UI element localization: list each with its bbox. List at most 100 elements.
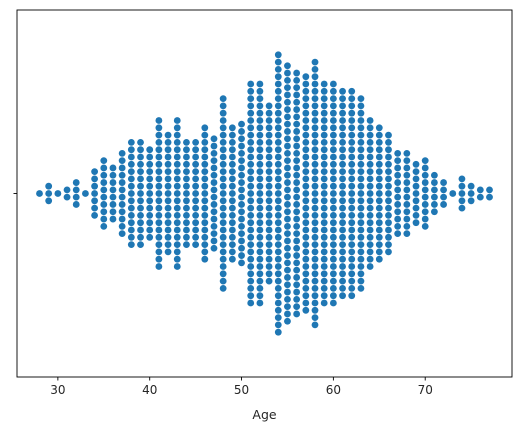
data-point xyxy=(385,139,392,146)
data-point xyxy=(256,233,264,241)
data-point xyxy=(100,179,108,186)
data-point xyxy=(339,263,346,270)
data-point xyxy=(320,277,328,285)
data-point xyxy=(440,201,447,208)
data-point xyxy=(228,146,236,154)
data-point xyxy=(274,190,282,197)
data-point xyxy=(201,175,209,183)
data-point xyxy=(256,160,264,168)
data-point xyxy=(293,193,301,201)
data-point xyxy=(256,270,264,278)
data-point xyxy=(394,201,402,208)
data-point xyxy=(348,175,356,183)
data-point xyxy=(329,102,337,110)
data-point xyxy=(247,102,255,110)
data-point xyxy=(146,233,154,241)
data-point xyxy=(366,255,374,263)
data-point xyxy=(155,160,163,168)
data-point xyxy=(311,87,319,95)
data-point xyxy=(274,58,282,66)
data-point xyxy=(228,190,236,197)
data-point xyxy=(210,193,218,201)
axes-background xyxy=(17,10,512,377)
data-point xyxy=(201,241,209,249)
data-point xyxy=(164,168,172,176)
data-point xyxy=(348,95,356,102)
data-point xyxy=(311,146,319,154)
data-point xyxy=(247,146,255,154)
data-point xyxy=(320,197,328,205)
data-point xyxy=(284,281,291,289)
data-point xyxy=(302,102,310,110)
data-point xyxy=(357,117,365,124)
data-point xyxy=(238,142,245,150)
data-point xyxy=(238,179,245,186)
data-point xyxy=(256,299,264,307)
data-point xyxy=(302,175,310,183)
data-point xyxy=(210,186,218,194)
data-point xyxy=(302,197,310,205)
data-point xyxy=(339,102,346,110)
data-point xyxy=(173,124,181,132)
data-point xyxy=(302,212,310,219)
data-point xyxy=(155,219,163,227)
data-point xyxy=(329,219,337,227)
data-point xyxy=(339,219,346,227)
data-point xyxy=(339,131,346,139)
data-point xyxy=(320,153,328,161)
data-point xyxy=(228,182,236,190)
data-point xyxy=(228,131,236,139)
data-point xyxy=(320,190,328,197)
data-point xyxy=(256,255,264,263)
data-point xyxy=(339,248,346,256)
data-point xyxy=(394,164,402,172)
data-point xyxy=(329,285,337,292)
data-point xyxy=(293,120,301,128)
data-point xyxy=(302,124,310,132)
data-point xyxy=(72,201,80,208)
data-point xyxy=(109,193,117,201)
data-point xyxy=(155,248,163,256)
data-point xyxy=(155,197,163,205)
data-point xyxy=(302,219,310,227)
data-point xyxy=(173,160,181,168)
data-point xyxy=(320,160,328,168)
data-point xyxy=(238,208,245,216)
data-point xyxy=(201,168,209,176)
data-point xyxy=(431,208,438,216)
x-axis-label: Age xyxy=(252,407,276,422)
data-point xyxy=(146,204,154,212)
data-point xyxy=(219,255,227,263)
data-point xyxy=(118,201,126,208)
data-point xyxy=(394,222,402,230)
data-point xyxy=(339,124,346,132)
data-point xyxy=(137,226,144,234)
data-point xyxy=(109,186,117,194)
data-point xyxy=(394,193,402,201)
data-point xyxy=(284,98,291,106)
data-point xyxy=(302,131,310,139)
data-point xyxy=(274,124,282,132)
data-point xyxy=(320,168,328,176)
data-point xyxy=(127,219,135,227)
data-point xyxy=(284,186,291,194)
data-point xyxy=(247,204,255,212)
data-point xyxy=(228,241,236,249)
data-point xyxy=(302,299,310,307)
data-point xyxy=(357,226,365,234)
data-point xyxy=(274,263,282,270)
data-point xyxy=(118,149,126,157)
data-point xyxy=(183,153,190,161)
data-point xyxy=(311,182,319,190)
data-point xyxy=(164,175,172,183)
data-point xyxy=(348,124,356,132)
data-point xyxy=(293,208,301,216)
data-point xyxy=(155,182,163,190)
data-point xyxy=(320,270,328,278)
data-point xyxy=(201,255,209,263)
data-point xyxy=(183,160,190,168)
data-point xyxy=(311,306,319,314)
data-point xyxy=(412,197,420,205)
data-point xyxy=(375,139,383,146)
data-point xyxy=(348,190,356,197)
